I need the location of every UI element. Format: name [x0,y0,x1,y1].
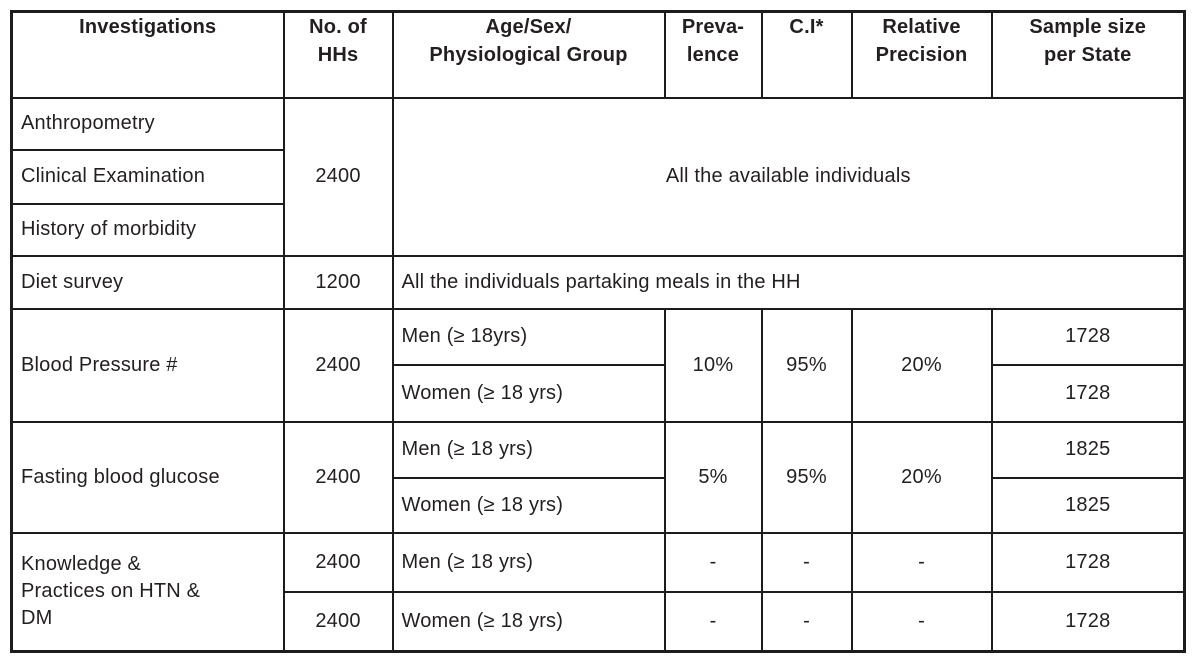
column-header-prevalence: Preva- lence [663,10,763,99]
row-diet-survey: Diet survey 1200 All the individuals par… [10,254,1186,310]
sample-cell-bp-women: 1728 [990,363,1186,423]
precision-cell-fbg: 20% [850,420,993,534]
precision-cell-kp-women: - [850,590,993,653]
ci-cell-fbg: 95% [760,420,853,534]
hhs-cell-anthropometry-group: 2400 [282,96,394,257]
row-fasting-glucose-men: Fasting blood glucose 2400 Men (≥ 18 yrs… [10,420,1186,534]
investigation-cell-history-of-morbidity: History of morbidity [10,202,285,257]
investigation-cell-anthropometry: Anthropometry [10,96,285,151]
column-header-age-sex-group: Age/Sex/ Physiological Group [391,10,666,99]
investigation-cell-blood-pressure: Blood Pressure # [10,307,285,423]
group-cell-bp-men: Men (≥ 18yrs) [391,307,666,366]
investigation-cell-clinical-examination: Clinical Examination [10,148,285,205]
group-cell-fbg-men: Men (≥ 18 yrs) [391,420,666,479]
column-header-relative-precision: Relative Precision [850,10,993,99]
ci-cell-kp-men: - [760,531,853,593]
row-fasting-glucose-women: Women (≥ 18 yrs) 1825 [12,476,1186,534]
sample-cell-kp-women: 1728 [990,590,1186,653]
column-header-sample-size: Sample size per State [990,10,1186,99]
row-knowledge-practices-men: Knowledge & Practices on HTN & DM 2400 M… [10,531,1186,653]
prevalence-cell-fbg: 5% [663,420,763,534]
ci-cell-bp: 95% [760,307,853,423]
column-header-ci: C.I* [760,10,853,99]
prevalence-cell-kp-men: - [663,531,763,593]
column-header-no-of-hhs: No. of HHs [282,10,394,99]
survey-design-table: Investigations No. of HHs Age/Sex/ Physi… [10,10,1186,653]
group-cell-bp-women: Women (≥ 18 yrs) [391,363,666,423]
row-history-of-morbidity: History of morbidity [10,202,1185,257]
hhs-cell-diet-survey: 1200 [282,254,394,310]
prevalence-cell-kp-women: - [663,590,763,653]
note-cell-all-available-individuals: All the available individuals [391,96,1186,257]
ci-cell-kp-women: - [760,590,853,653]
investigation-cell-fasting-glucose: Fasting blood glucose [10,420,285,534]
investigation-cell-diet-survey: Diet survey [10,254,285,310]
precision-cell-kp-men: - [850,531,993,593]
row-blood-pressure-men: Blood Pressure # 2400 Men (≥ 18yrs) 10% … [10,307,1186,423]
investigation-cell-knowledge-practices: Knowledge & Practices on HTN & DM [10,531,285,653]
precision-cell-bp: 20% [850,307,993,423]
column-header-investigations: Investigations [10,10,285,99]
hhs-cell-blood-pressure: 2400 [282,307,394,423]
group-cell-kp-men: Men (≥ 18 yrs) [391,531,666,593]
hhs-cell-fasting-glucose: 2400 [282,420,394,534]
sample-cell-bp-men: 1728 [990,307,1186,366]
row-blood-pressure-women: Women (≥ 18 yrs) 1728 [12,363,1186,423]
group-cell-fbg-women: Women (≥ 18 yrs) [391,476,666,534]
hhs-cell-kp-women: 2400 [282,590,394,653]
note-cell-partaking-meals: All the individuals partaking meals in t… [391,254,1186,310]
hhs-cell-kp-men: 2400 [282,531,394,593]
sample-cell-fbg-men: 1825 [990,420,1186,479]
sample-cell-fbg-women: 1825 [990,476,1186,534]
group-cell-kp-women: Women (≥ 18 yrs) [391,590,666,653]
prevalence-cell-bp: 10% [663,307,763,423]
sample-cell-kp-men: 1728 [990,531,1186,593]
header-row: Investigations No. of HHs Age/Sex/ Physi… [10,10,1186,99]
row-anthropometry: Anthropometry 2400 All the available ind… [10,96,1186,257]
row-clinical-examination: Clinical Examination [10,148,1185,205]
row-knowledge-practices-women: 2400 Women (≥ 18 yrs) - - - 1728 [12,590,1186,653]
